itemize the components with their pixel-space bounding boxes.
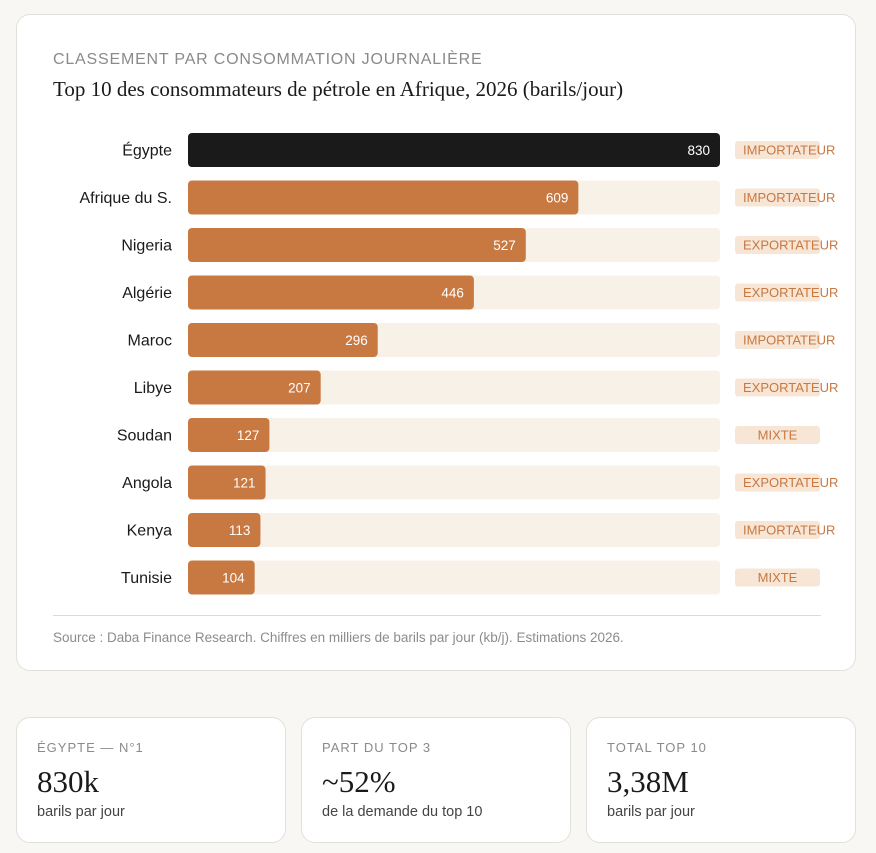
value-label: 609 [546,191,569,206]
bar [188,560,255,595]
tag-label: MIXTE [758,428,798,443]
stat-sub: barils par jour [37,804,125,820]
category-label: Tunisie [121,570,172,587]
stat-label: TOTAL TOP 10 [607,740,707,755]
tag-badge [735,473,820,492]
bar [188,180,579,215]
source-note: Source : Daba Finance Research. Chiffres… [53,630,624,645]
chart-title: Top 10 des consommateurs de pétrole en A… [53,77,624,101]
category-label: Libye [134,380,172,397]
bar-track [188,513,720,547]
value-label: 121 [233,476,256,491]
category-label: Angola [122,475,172,492]
tag-badge [735,141,820,159]
tag-label: IMPORTATEUR [743,523,835,538]
bar [188,275,474,310]
tag-badge [735,568,820,587]
category-label: Kenya [127,523,172,540]
value-label: 207 [288,381,311,396]
bar [188,418,270,452]
tag-label: EXPORTATEUR [743,285,838,300]
chart-card: CLASSEMENT PAR CONSOMMATION JOURNALIÈRE … [16,14,856,671]
bar-track [188,418,720,452]
bar-track [188,370,720,405]
stat-card-top3-share: PART DU TOP 3 ~52% de la demande du top … [301,717,571,843]
divider [53,615,821,616]
bar [188,513,261,547]
value-label: 446 [441,286,464,301]
category-label: Égypte [122,141,172,160]
tag-label: EXPORTATEUR [743,238,838,253]
category-label: Algérie [122,285,172,302]
stat-sub: de la demande du top 10 [322,804,483,820]
tag-badge [735,426,820,444]
value-label: 830 [687,143,710,158]
category-label: Nigeria [121,238,172,255]
bar-track [188,560,720,595]
stat-label: PART DU TOP 3 [322,740,432,755]
tag-label: MIXTE [758,570,798,585]
bar [188,133,720,167]
value-label: 104 [222,571,245,586]
stat-value: 3,38M [607,764,689,799]
stat-value: ~52% [322,764,396,799]
bar-chart: Égypte 830 IMPORTATEUR Afrique du S. 609 IMPO… [80,133,838,595]
tag-badge [735,283,820,302]
bar [188,228,526,262]
tag-label: IMPORTATEUR [743,333,835,348]
value-label: 527 [493,238,516,253]
tag-label: IMPORTATEUR [743,190,835,205]
value-label: 296 [345,333,368,348]
stat-value: 830k [37,764,99,799]
stat-card-total: TOTAL TOP 10 3,38M barils par jour [586,717,856,843]
bar [188,370,321,405]
value-label: 113 [229,523,251,538]
bar-track [188,465,720,500]
tag-label: EXPORTATEUR [743,380,838,395]
tag-badge [735,236,820,254]
tag-badge [735,521,820,539]
tag-badge [735,378,820,397]
tag-badge [735,331,820,349]
bar [188,323,378,357]
chart-eyebrow: CLASSEMENT PAR CONSOMMATION JOURNALIÈRE [53,51,483,68]
category-label: Soudan [117,428,172,445]
tag-badge [735,188,820,207]
tag-label: IMPORTATEUR [743,143,835,158]
bar [188,465,266,500]
category-label: Maroc [128,333,172,350]
stat-sub: barils par jour [607,804,695,820]
category-label: Afrique du S. [80,190,173,207]
stat-card-egypt: ÉGYPTE — N°1 830k barils par jour [16,717,286,843]
tag-label: EXPORTATEUR [743,475,838,490]
value-label: 127 [237,428,260,443]
stat-label: ÉGYPTE — N°1 [37,740,144,755]
